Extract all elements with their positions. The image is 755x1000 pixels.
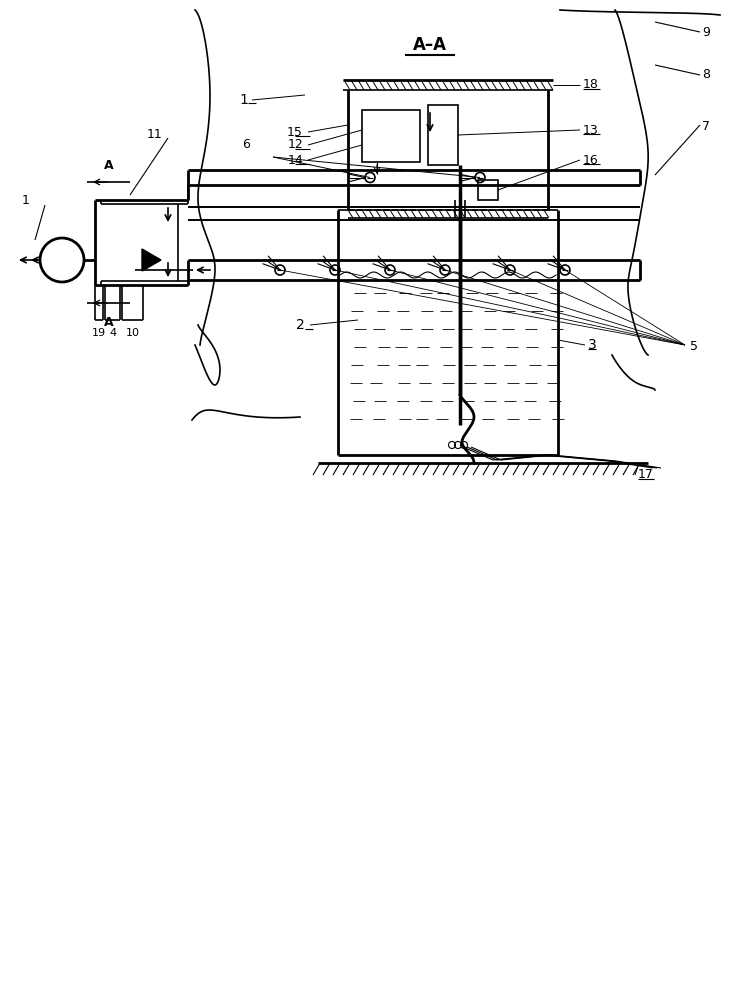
Bar [478, 180, 498, 200]
Text: 1: 1 [239, 93, 248, 107]
Text: 1: 1 [22, 194, 30, 207]
Text: 2: 2 [296, 318, 305, 332]
Text: 16: 16 [583, 153, 599, 166]
Text: 6: 6 [242, 137, 250, 150]
Text: 3: 3 [588, 338, 596, 352]
Text: 7: 7 [702, 120, 710, 133]
Text: 13: 13 [583, 123, 599, 136]
Text: 10: 10 [125, 328, 140, 338]
Text: 17: 17 [638, 468, 654, 482]
Text: 4: 4 [109, 328, 116, 338]
Text: 18: 18 [583, 79, 599, 92]
Text: 8: 8 [702, 68, 710, 82]
Text: 15: 15 [287, 125, 303, 138]
Text: 12: 12 [287, 138, 303, 151]
Text: A: A [104, 159, 114, 172]
Bar [362, 110, 420, 162]
Text: 11: 11 [146, 127, 162, 140]
Text: 19: 19 [92, 328, 106, 338]
Text: A–A: A–A [413, 36, 447, 54]
Bar [428, 105, 458, 165]
Polygon shape [142, 249, 161, 271]
Text: 5: 5 [690, 340, 698, 354]
Text: 9: 9 [702, 25, 710, 38]
Text: 14: 14 [287, 153, 303, 166]
Text: A: A [104, 316, 114, 329]
